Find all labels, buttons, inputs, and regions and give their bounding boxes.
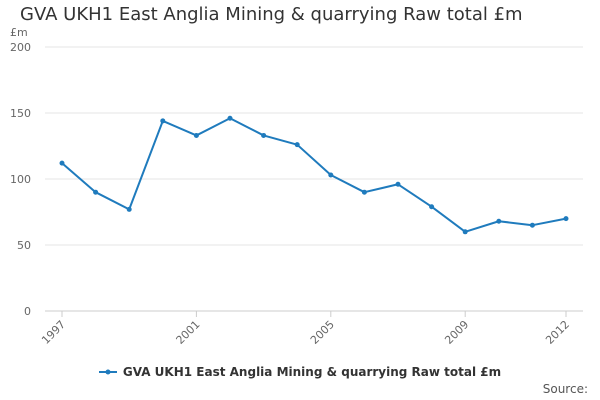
y-axis-unit-label: £m — [10, 26, 28, 39]
chart-title: GVA UKH1 East Anglia Mining & quarrying … — [20, 4, 523, 25]
legend[interactable]: GVA UKH1 East Anglia Mining & quarrying … — [0, 365, 600, 380]
y-tick-label: 100 — [10, 173, 31, 186]
legend-line-icon — [98, 369, 117, 375]
data-point — [59, 160, 65, 166]
data-point — [126, 206, 132, 212]
x-tick-label: 1997 — [39, 318, 68, 347]
y-axis-ticks: 0 50 100 150 200 — [10, 41, 31, 318]
data-point — [294, 142, 300, 148]
x-tick-label: 2012 — [543, 318, 572, 347]
data-point — [529, 222, 535, 228]
legend-label: GVA UKH1 East Anglia Mining & quarrying … — [122, 365, 502, 379]
y-tick-label: 0 — [24, 305, 31, 318]
series-line — [61, 117, 567, 233]
legend-item[interactable]: GVA UKH1 East Anglia Mining & quarrying … — [98, 365, 502, 379]
y-tick-label: 50 — [17, 239, 31, 252]
data-point — [429, 204, 435, 210]
x-axis-ticks: 1997 2001 2005 2009 2012 — [39, 311, 572, 347]
data-point — [93, 189, 99, 195]
source-label: Source: — [542, 382, 588, 396]
data-point — [563, 216, 569, 222]
data-point — [361, 189, 367, 195]
data-point — [227, 115, 233, 121]
y-tick-label: 200 — [10, 41, 31, 54]
data-point — [395, 181, 401, 187]
data-point — [160, 118, 166, 124]
x-tick-label: 2005 — [308, 318, 337, 347]
gridlines — [45, 46, 583, 312]
x-tick-label: 2009 — [442, 318, 471, 347]
data-point — [328, 172, 334, 178]
y-tick-label: 150 — [10, 107, 31, 120]
data-point — [496, 218, 502, 224]
series-group — [59, 115, 569, 235]
data-point — [462, 229, 468, 235]
data-point — [193, 132, 199, 138]
data-point — [261, 132, 267, 138]
x-tick-label: 2001 — [174, 318, 203, 347]
